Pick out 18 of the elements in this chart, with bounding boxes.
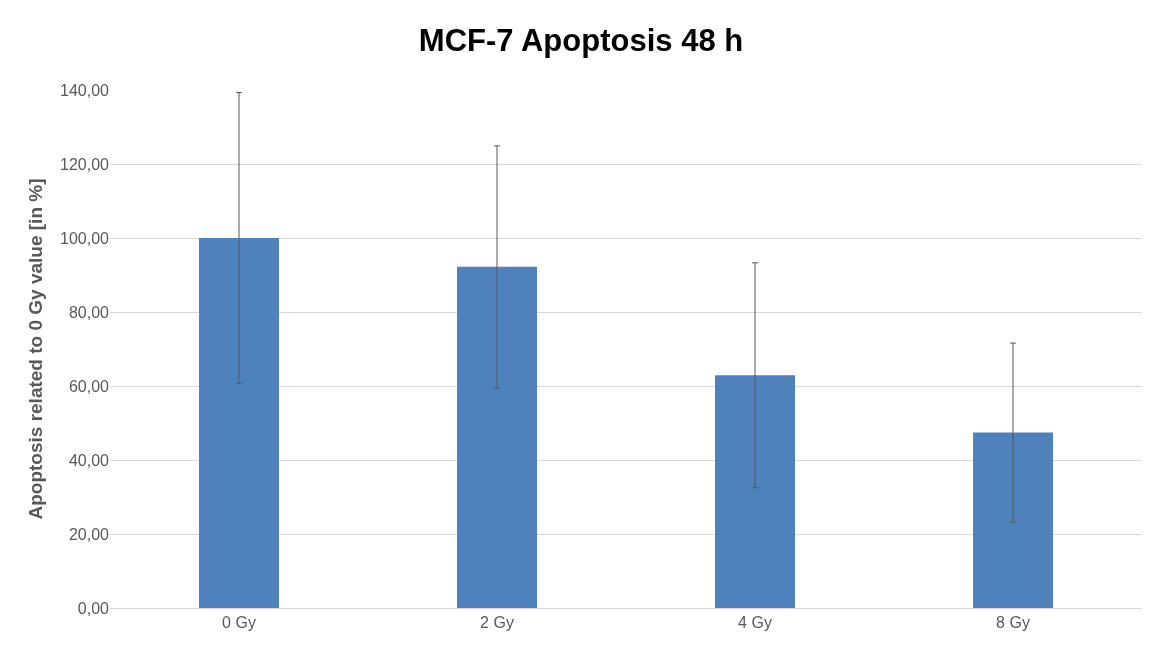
y-tick-label: 140,00 xyxy=(60,81,110,99)
bar xyxy=(199,238,279,608)
y-tick-label: 60,00 xyxy=(68,377,110,395)
y-tick-label: 20,00 xyxy=(68,525,110,543)
y-tick-label: 120,00 xyxy=(60,155,110,173)
x-tick-label: 4 Gy xyxy=(738,614,772,632)
bar xyxy=(715,375,795,608)
y-axis-title: Apoptosis related to 0 Gy value [in %] xyxy=(24,178,46,520)
y-tick-label: 100,00 xyxy=(60,229,110,247)
bar xyxy=(973,432,1053,608)
y-tick-label: 40,00 xyxy=(68,451,110,469)
y-tick-label: 0,00 xyxy=(77,599,110,617)
bar xyxy=(457,266,537,608)
chart-title: MCF-7 Apoptosis 48 h xyxy=(418,23,744,59)
x-tick-label: 2 Gy xyxy=(480,614,514,632)
x-tick-label: 8 Gy xyxy=(996,614,1030,632)
y-tick-label: 80,00 xyxy=(68,303,110,321)
x-tick-label: 0 Gy xyxy=(222,614,256,632)
